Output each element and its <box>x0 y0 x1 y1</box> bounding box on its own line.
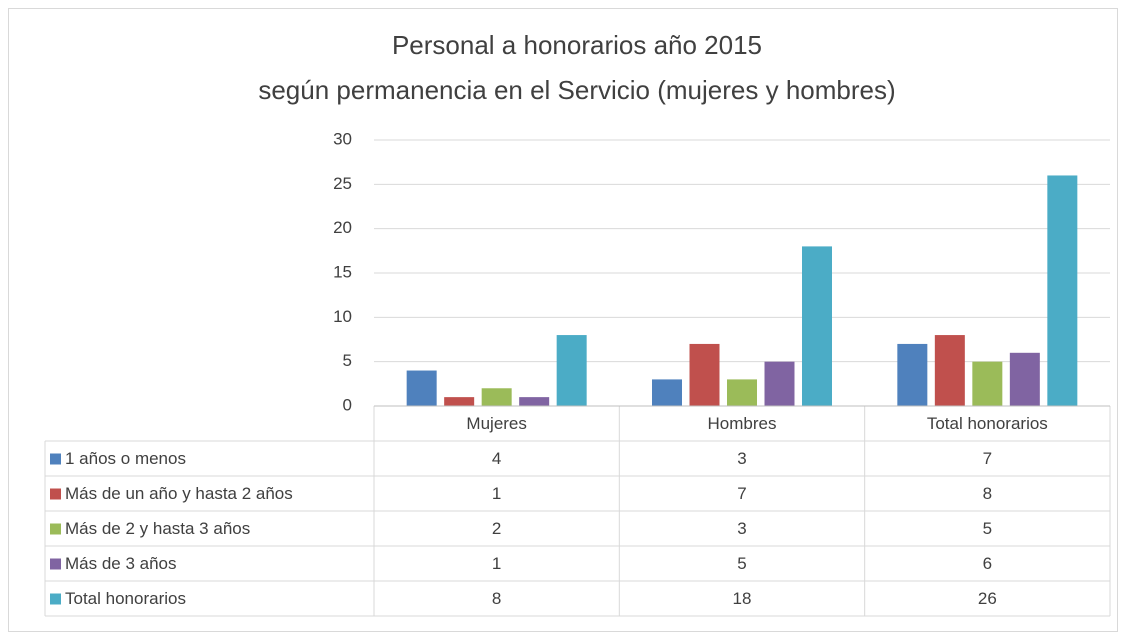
y-tick-label: 5 <box>343 351 352 370</box>
table-cell: 4 <box>492 449 501 468</box>
legend-label: Más de 3 años <box>65 554 177 573</box>
bar <box>897 343 928 406</box>
chart-subtitle: según permanencia en el Servicio (mujere… <box>258 75 895 105</box>
bar <box>764 361 795 406</box>
legend-label: Total honorarios <box>65 589 186 608</box>
y-tick-label: 20 <box>333 218 352 237</box>
legend-swatch <box>50 523 61 535</box>
y-tick-label: 0 <box>343 395 352 414</box>
bar <box>1047 175 1078 406</box>
table-cell: 8 <box>492 589 501 608</box>
bar <box>406 370 437 406</box>
legend-label: Más de un año y hasta 2 años <box>65 484 293 503</box>
y-tick-label: 25 <box>333 174 352 193</box>
bar <box>689 343 720 406</box>
table-cell: 1 <box>492 484 501 503</box>
chart-border <box>8 8 1118 632</box>
table-cell: 7 <box>737 484 746 503</box>
bar <box>1009 352 1040 406</box>
table-cell: 7 <box>983 449 992 468</box>
chart-title: Personal a honorarios año 2015 <box>392 30 762 60</box>
table-cell: 5 <box>983 519 992 538</box>
bar <box>444 397 475 406</box>
table-cell: 8 <box>983 484 992 503</box>
bar <box>652 379 682 406</box>
bar <box>934 335 965 406</box>
legend-label: 1 años o menos <box>65 449 186 468</box>
table-cell: 1 <box>492 554 501 573</box>
legend-swatch <box>50 593 61 605</box>
bar <box>972 361 1003 406</box>
table-cell: 6 <box>983 554 992 573</box>
legend-swatch <box>50 488 61 500</box>
table-cell: 26 <box>978 589 997 608</box>
bar <box>556 335 587 406</box>
bar <box>727 379 757 406</box>
y-tick-label: 10 <box>333 307 352 326</box>
x-tick-label: Hombres <box>708 414 777 433</box>
legend-label: Más de 2 y hasta 3 años <box>65 519 250 538</box>
table-cell: 18 <box>733 589 752 608</box>
legend-swatch <box>50 558 61 570</box>
bar <box>481 388 512 406</box>
table-cell: 3 <box>737 519 746 538</box>
bar <box>802 246 832 406</box>
x-tick-label: Mujeres <box>466 414 526 433</box>
table-cell: 3 <box>737 449 746 468</box>
legend-swatch <box>50 453 61 465</box>
bar <box>519 397 550 406</box>
y-tick-label: 15 <box>333 262 352 281</box>
x-tick-label: Total honorarios <box>927 414 1048 433</box>
y-tick-label: 30 <box>333 129 352 148</box>
table-cell: 5 <box>737 554 746 573</box>
table-cell: 2 <box>492 519 501 538</box>
